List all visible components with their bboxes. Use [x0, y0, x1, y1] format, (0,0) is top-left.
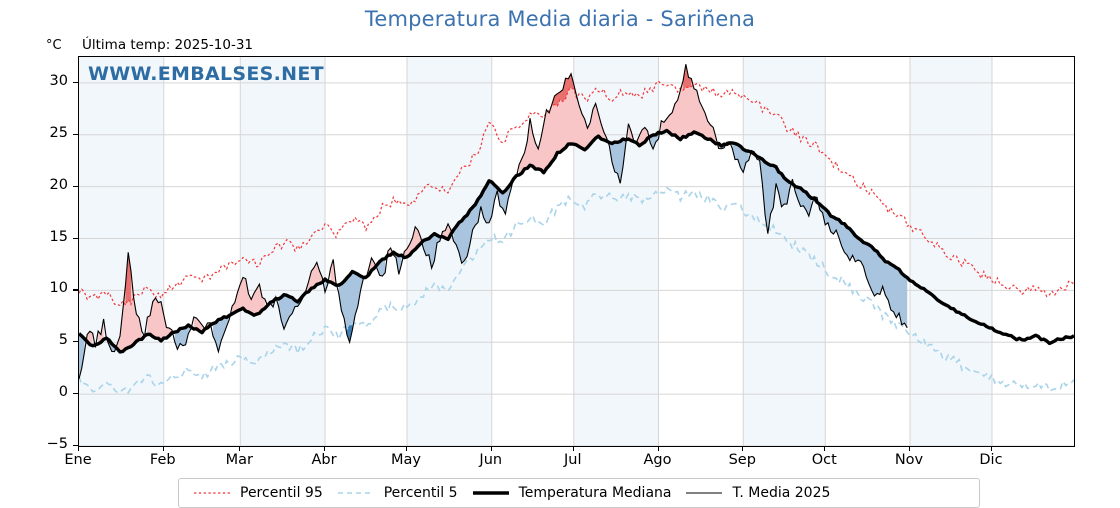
- x-tick-label: Oct: [811, 452, 837, 468]
- x-tick-mark: [657, 446, 659, 451]
- y-tick-mark: [73, 393, 78, 395]
- x-tick-mark: [162, 446, 164, 451]
- y-tick-mark: [73, 237, 78, 239]
- y-tick-mark: [73, 81, 78, 84]
- x-tick-mark: [324, 446, 326, 451]
- x-tick-label: Sep: [728, 452, 756, 468]
- x-tick-label: May: [391, 452, 421, 468]
- x-tick-mark: [908, 446, 911, 451]
- y-tick-mark: [73, 133, 78, 135]
- legend-label-temperatura-mediana: Temperatura Mediana: [518, 485, 672, 501]
- x-tick-label: Dic: [979, 452, 1003, 468]
- y-tick-label: −5: [46, 436, 68, 452]
- chart-legend: Percentil 95 Percentil 5 Temperatura Med…: [178, 478, 980, 508]
- y-axis-unit-label: °C: [46, 38, 62, 53]
- page-title: Temperatura Media diaria - Sariñena: [364, 7, 756, 31]
- y-tick-label: 25: [49, 124, 68, 141]
- x-tick-mark: [824, 446, 826, 451]
- x-tick-label: Jun: [479, 452, 503, 468]
- x-tick-label: Ene: [64, 452, 92, 468]
- x-tick-mark: [239, 446, 241, 451]
- x-tick-label: Jul: [564, 452, 582, 468]
- last-temp-label: Última temp: 2025-10-31: [82, 37, 254, 53]
- legend-label-t-media-2025: T. Media 2025: [732, 485, 831, 501]
- x-tick-label: Nov: [894, 452, 924, 468]
- y-tick-mark: [73, 341, 78, 343]
- legend-item-temperatura-mediana[interactable]: Temperatura Mediana: [458, 485, 672, 501]
- legend-item-percentil-95[interactable]: Percentil 95: [179, 485, 323, 501]
- y-tick-label: 5: [58, 332, 68, 349]
- site-watermark: WWW.EMBALSES.NET: [88, 63, 324, 85]
- legend-item-percentil-5[interactable]: Percentil 5: [323, 485, 458, 501]
- legend-label-percentil-95: Percentil 95: [240, 485, 323, 501]
- legend-key-percentil-95-icon: [194, 492, 230, 494]
- y-tick-mark: [73, 445, 78, 447]
- legend-key-percentil-5-icon: [337, 492, 374, 494]
- x-tick-mark: [572, 446, 574, 451]
- y-tick-label: 0: [58, 384, 68, 401]
- y-tick-label: 30: [49, 72, 68, 89]
- legend-label-percentil-5: Percentil 5: [383, 485, 458, 501]
- y-tick-mark: [73, 185, 78, 187]
- y-tick-label: 20: [49, 176, 68, 193]
- x-tick-mark: [406, 446, 408, 451]
- x-tick-label: Mar: [225, 452, 253, 468]
- plot-area: [78, 56, 1075, 447]
- x-tick-label: Feb: [149, 452, 176, 468]
- x-tick-label: Ago: [643, 452, 672, 468]
- chart-canvas: [79, 57, 1074, 446]
- x-tick-mark: [742, 446, 744, 451]
- x-tick-mark: [78, 446, 80, 451]
- y-tick-mark: [73, 289, 78, 291]
- legend-key-t-media-2025-icon: [686, 492, 723, 494]
- x-tick-mark: [990, 446, 993, 451]
- x-tick-mark: [490, 446, 492, 451]
- legend-key-temperatura-mediana-icon: [472, 491, 509, 495]
- y-tick-label: 10: [49, 280, 68, 297]
- legend-item-t-media-2025[interactable]: T. Media 2025: [671, 485, 830, 501]
- x-tick-label: Abr: [311, 452, 337, 468]
- y-tick-label: 15: [49, 228, 68, 245]
